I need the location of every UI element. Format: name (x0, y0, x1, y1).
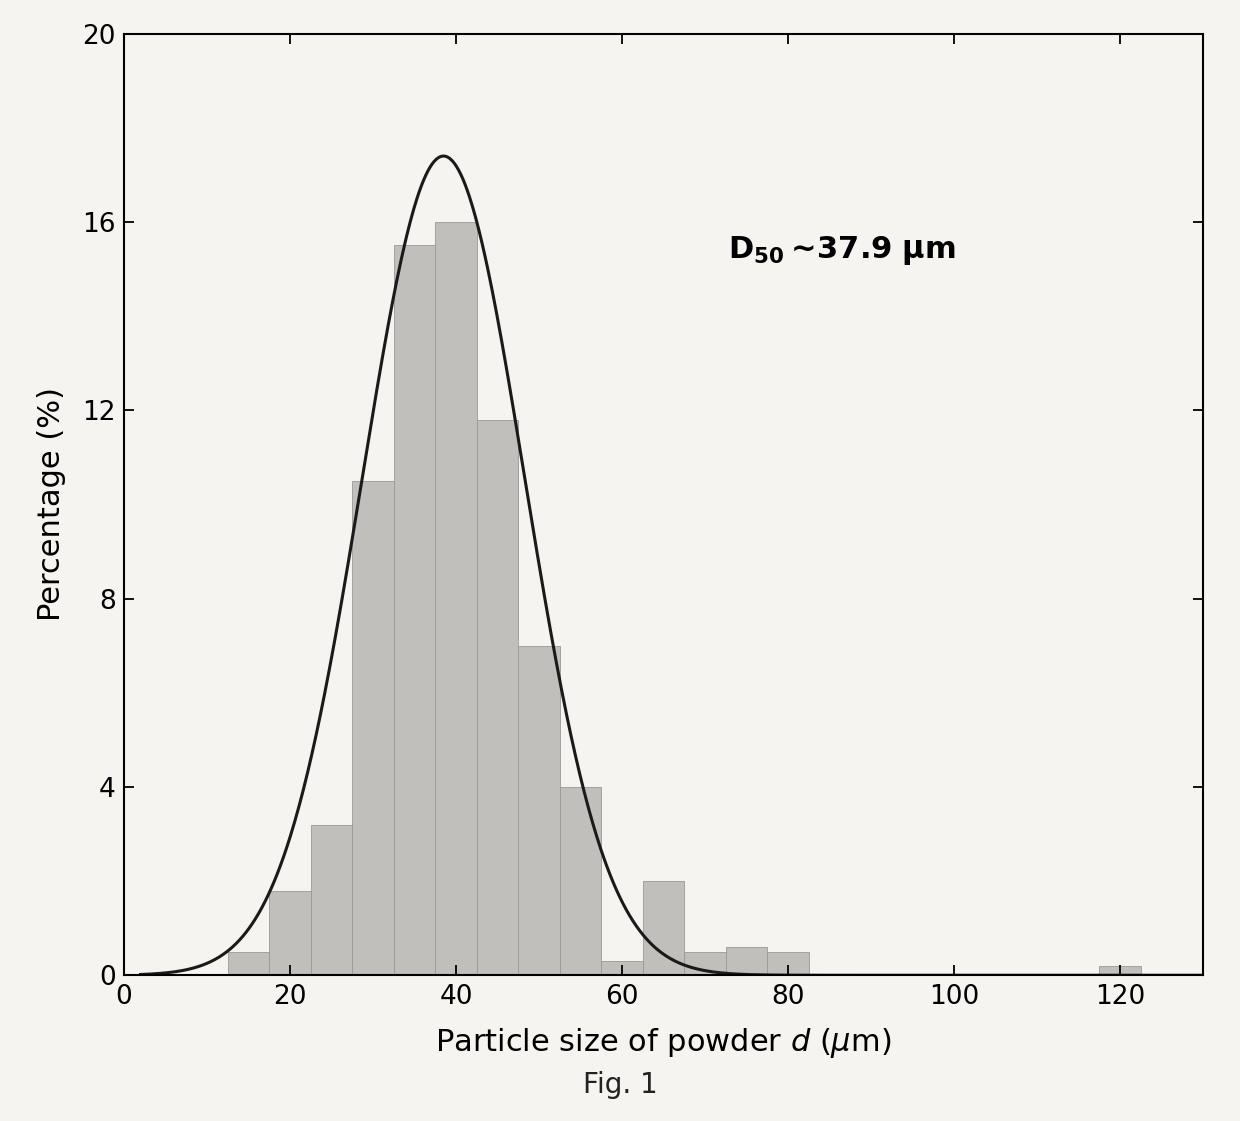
Text: $\mathbf{D_{50}}$$\mathbf{\sim\!37.9\ \mu m}$: $\mathbf{D_{50}}$$\mathbf{\sim\!37.9\ \m… (728, 233, 956, 267)
Bar (1099, 966, 1141, 975)
Bar (642, 881, 684, 975)
Bar (518, 646, 559, 975)
Bar (352, 481, 394, 975)
Bar (559, 787, 601, 975)
Bar (725, 947, 768, 975)
Bar (394, 245, 435, 975)
Bar (311, 825, 352, 975)
Y-axis label: Percentage (%): Percentage (%) (36, 388, 66, 621)
Bar (228, 952, 269, 975)
Bar (269, 890, 311, 975)
Bar (768, 952, 808, 975)
Bar (684, 952, 725, 975)
Text: Fig. 1: Fig. 1 (583, 1071, 657, 1099)
Bar (601, 961, 642, 975)
Bar (435, 222, 476, 975)
X-axis label: Particle size of powder $d$ ($\mu$m): Particle size of powder $d$ ($\mu$m) (435, 1026, 892, 1060)
Bar (476, 419, 518, 975)
